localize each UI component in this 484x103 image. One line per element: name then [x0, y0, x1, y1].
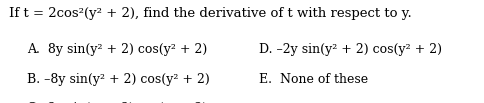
Text: D. –2y sin(y² + 2) cos(y² + 2): D. –2y sin(y² + 2) cos(y² + 2): [259, 43, 441, 56]
Text: C.  2y sin(y² + 2) cos(y² + 2): C. 2y sin(y² + 2) cos(y² + 2): [27, 102, 207, 103]
Text: A.  8y sin(y² + 2) cos(y² + 2): A. 8y sin(y² + 2) cos(y² + 2): [27, 43, 207, 56]
Text: B. –8y sin(y² + 2) cos(y² + 2): B. –8y sin(y² + 2) cos(y² + 2): [27, 73, 209, 86]
Text: If t = 2cos²(y² + 2), find the derivative of t with respect to y.: If t = 2cos²(y² + 2), find the derivativ…: [9, 7, 410, 20]
Text: E.  None of these: E. None of these: [259, 73, 368, 86]
